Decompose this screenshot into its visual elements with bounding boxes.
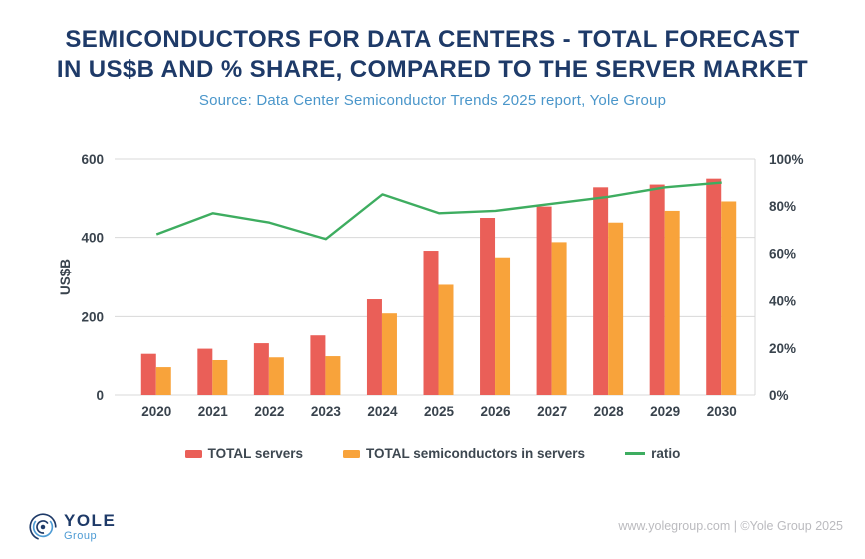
svg-text:0: 0 (96, 388, 104, 403)
copyright-text: www.yolegroup.com | ©Yole Group 2025 (618, 519, 843, 533)
svg-text:2020: 2020 (141, 404, 171, 419)
legend-item-total-servers: TOTAL servers (184, 446, 303, 461)
chart-header: SEMICONDUCTORS FOR DATA CENTERS - TOTAL … (0, 0, 865, 109)
svg-text:20%: 20% (769, 341, 796, 356)
svg-text:2026: 2026 (481, 404, 512, 419)
yole-logo-icon (29, 513, 57, 541)
legend-item-ratio: ratio (625, 446, 680, 461)
svg-text:2022: 2022 (254, 404, 284, 419)
svg-text:2029: 2029 (650, 404, 680, 419)
svg-text:2024: 2024 (367, 404, 398, 419)
svg-text:2025: 2025 (424, 404, 455, 419)
svg-text:80%: 80% (769, 199, 796, 214)
legend-label-ratio: ratio (651, 446, 681, 461)
yole-group-logo: YOLE Group (28, 512, 116, 542)
svg-text:200: 200 (81, 309, 104, 324)
svg-text:2030: 2030 (707, 404, 737, 419)
svg-text:60%: 60% (769, 246, 796, 261)
svg-text:2028: 2028 (594, 404, 625, 419)
svg-text:0%: 0% (769, 388, 789, 403)
svg-text:400: 400 (81, 231, 104, 246)
svg-text:2021: 2021 (198, 404, 229, 419)
title-line-2: IN US$B AND % SHARE, COMPARED TO THE SER… (56, 55, 809, 83)
source-subtitle: Source: Data Center Semiconductor Trends… (198, 91, 667, 109)
svg-text:2027: 2027 (537, 404, 567, 419)
legend-swatch-green-line (625, 452, 646, 455)
legend-swatch-orange (342, 449, 360, 458)
logo-subname: Group (64, 530, 98, 542)
logo-name: YOLE (64, 511, 117, 530)
svg-text:600: 600 (81, 152, 104, 167)
chart-svg: 0 200 400 600 US$B 0% 20% 40% 60% 80% 100% 2020 2021… (58, 152, 804, 419)
legend-item-total-semiconductors: TOTAL semiconductors in servers (342, 446, 586, 461)
svg-text:40%: 40% (769, 294, 796, 309)
chart-legend: TOTAL servers TOTAL semiconductors in se… (0, 446, 865, 461)
svg-text:US$B: US$B (58, 259, 73, 295)
svg-text:2023: 2023 (311, 404, 342, 419)
title-line-1: SEMICONDUCTORS FOR DATA CENTERS - TOTAL … (65, 26, 800, 53)
legend-label-total-semiconductors: TOTAL semiconductors in servers (365, 446, 586, 461)
page-title: SEMICONDUCTORS FOR DATA CENTERS - TOTAL … (0, 25, 865, 85)
svg-text:100%: 100% (769, 152, 804, 167)
yole-logo-text: YOLE Group (64, 512, 116, 542)
legend-label-total-servers: TOTAL servers (207, 446, 303, 461)
legend-swatch-red (184, 449, 202, 458)
